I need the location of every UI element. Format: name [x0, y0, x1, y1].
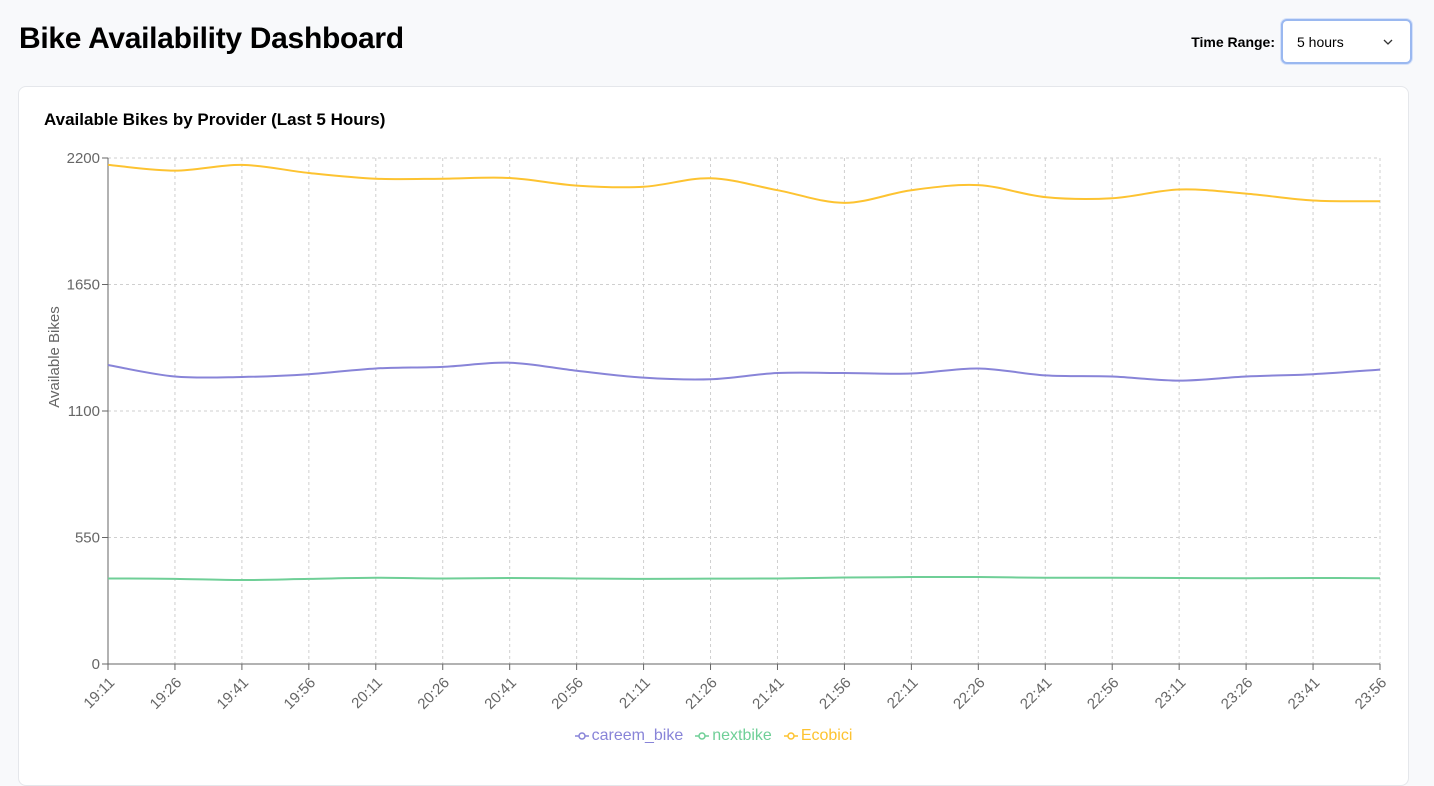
- x-tick-label: 20:41: [481, 674, 520, 713]
- x-tick-label: 21:56: [816, 674, 855, 713]
- y-axis-label: Available Bikes: [46, 306, 63, 407]
- x-tick-label: 19:41: [214, 674, 253, 713]
- x-tick-label: 23:41: [1285, 674, 1324, 713]
- legend-marker-icon: [574, 732, 589, 740]
- y-tick-label: 0: [92, 656, 100, 673]
- x-tick-label: 22:56: [1084, 674, 1123, 713]
- page-title: Bike Availability Dashboard: [19, 22, 404, 55]
- time-range-label: Time Range:: [1191, 33, 1275, 50]
- legend-item-ecobici[interactable]: Ecobici: [783, 727, 853, 745]
- time-range-value: 5 hours: [1297, 33, 1344, 50]
- x-tick-label: 21:41: [749, 674, 788, 713]
- x-tick-label: 23:56: [1352, 674, 1391, 713]
- legend-marker-icon: [783, 732, 798, 740]
- chart-title: Available Bikes by Provider (Last 5 Hour…: [44, 110, 386, 129]
- line-chart: 0 550 1100 1650 2200 19:11 19:26 19:41 19:56 20:1…: [46, 150, 1391, 713]
- x-tick-label: 19:11: [80, 674, 118, 712]
- legend-item-careem-bike[interactable]: careem_bike: [574, 727, 684, 745]
- x-tick-label: 20:56: [548, 674, 587, 713]
- legend-label: Ecobici: [800, 727, 853, 744]
- series-line-nextbike: [107, 575, 1381, 582]
- x-tick-label: 22:41: [1017, 674, 1056, 713]
- chart-legend: careem_bike nextbike Ecobici: [18, 727, 1409, 745]
- y-tick-label: 1100: [68, 403, 100, 420]
- series-line-careem-bike: [107, 361, 1381, 382]
- legend-item-nextbike[interactable]: nextbike: [695, 727, 772, 745]
- y-tick-label: 1650: [67, 277, 100, 294]
- x-tick-label: 23:11: [1152, 674, 1190, 712]
- legend-label: careem_bike: [591, 727, 684, 744]
- x-tick-label: 22:26: [950, 674, 989, 713]
- series-line-ecobici: [107, 163, 1381, 204]
- chart-card: Available Bikes by Provider (Last 5 Hour…: [18, 86, 1409, 786]
- legend-marker-icon: [695, 732, 710, 740]
- x-tick-label: 19:56: [281, 674, 320, 713]
- chevron-down-icon: [1383, 39, 1393, 45]
- x-tick-label: 21:26: [682, 674, 721, 713]
- legend-label: nextbike: [712, 727, 772, 744]
- time-range-select[interactable]: 5 hours: [1281, 19, 1412, 64]
- time-range-control: Time Range: 5 hours: [1191, 19, 1412, 64]
- x-tick-label: 21:11: [616, 674, 654, 712]
- x-tick-label: 20:11: [348, 674, 386, 712]
- y-tick-label: 2200: [67, 150, 100, 167]
- x-tick-label: 20:26: [414, 674, 453, 713]
- x-tick-label: 19:26: [147, 674, 186, 713]
- x-tick-label: 22:11: [884, 674, 922, 712]
- y-tick-label: 550: [75, 530, 100, 547]
- x-tick-label: 23:26: [1218, 674, 1257, 713]
